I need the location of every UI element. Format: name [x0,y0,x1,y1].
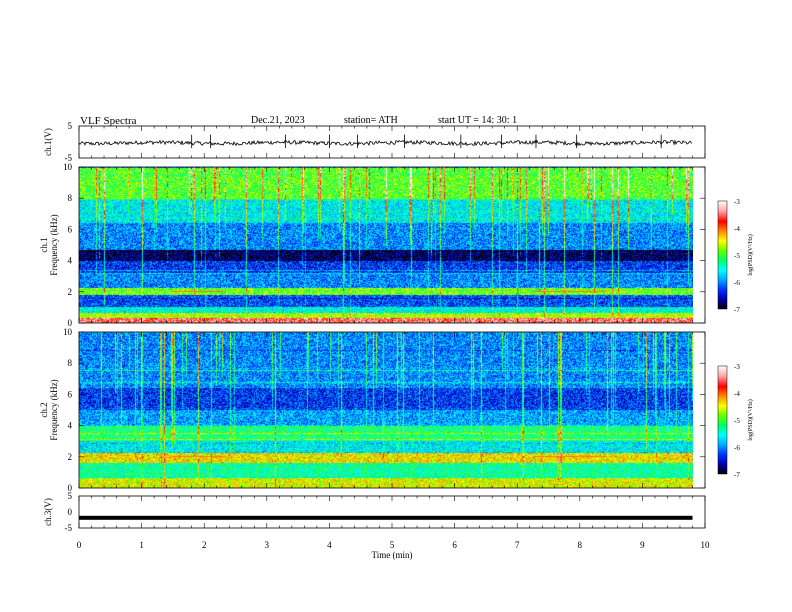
cb1-tick-3: -6 [734,279,740,287]
ch1-spectrogram-ylabel-channel: ch.1 [39,237,49,252]
cb2-tick-3: -6 [734,444,740,452]
xtick-label-1: 1 [139,540,144,550]
ch2-spectrogram-ytick-label: 4 [68,421,73,431]
ch1-spectrogram-image-holder [79,167,693,323]
colorbar-ch1: -3 -4 -5 -6 -7 log(PSD)(V²/Hz) [717,198,754,314]
xtick-label-2: 2 [202,540,207,550]
cb1-tick-4: -7 [734,306,740,314]
header-station: station= ATH [344,115,398,126]
ch1-ytick-top: 5 [68,121,73,131]
time-axis-labels: 0 1 2 3 4 5 6 7 8 9 10 [77,540,710,550]
ch1-spectrogram-ytick-label: 8 [68,193,73,203]
cb1-tick-1: -4 [734,225,740,233]
ch1-spectrogram-ytick-label: 0 [68,318,73,328]
colorbar-ch1-gradient [718,201,727,309]
colorbar-ch1-label: log(PSD)(V²/Hz) [747,234,754,275]
colorbar-ch2-gradient [718,366,727,474]
ch1-ytick-bottom: -5 [65,153,73,163]
ch2-spectrogram-ytick-label: 6 [68,389,73,399]
header-date: Dec.21, 2023 [251,115,305,126]
ch1-spectrogram-ylabel-frequency: Frequency (kHz) [49,214,59,275]
xtick-label-0: 0 [77,540,82,550]
ch3-ytick-bottom: -5 [65,523,73,533]
cb2-tick-4: -7 [734,471,740,479]
ch1-spectrogram-ytick-label: 10 [63,162,73,172]
ch2-spectrogram-ylabel-frequency: Frequency (kHz) [49,379,59,440]
time-axis-ticks [78,126,706,528]
time-axis-xlabel: Time (min) [372,550,413,560]
ch1-spectrogram-ytick-label: 6 [68,224,73,234]
ch3-voltage-panel: 5 0 -5 ch.3(V) [43,491,706,533]
xtick-label-7: 7 [515,540,520,550]
xtick-label-3: 3 [265,540,270,550]
ch2-spectrogram-ylabel-channel: ch.2 [39,402,49,417]
ch3-voltage-ylabel: ch.3(V) [43,498,53,526]
cb2-tick-0: -3 [734,363,740,371]
ch2-spectrogram-yticks: 10 8 6 4 2 0 [63,327,705,493]
ch1-voltage-ylabel: ch.1(V) [43,128,53,156]
xtick-label-9: 9 [640,540,645,550]
colorbar-ch2: -3 -4 -5 -6 -7 log(PSD)(V²/Hz) [717,363,754,479]
ch3-ytick-top: 5 [68,491,73,501]
ch1-spectrogram-ytick-label: 2 [68,287,73,297]
xtick-label-6: 6 [452,540,457,550]
xtick-label-8: 8 [578,540,583,550]
ch2-spectrogram-ytick-label: 10 [63,327,73,337]
ch2-spectrogram-ytick-label: 0 [68,483,73,493]
ch1-spectrogram-panel: 10 8 6 4 2 0 ch.1 Frequency (kHz) [39,162,706,328]
ch1-spectrogram-ytick-label: 4 [68,256,73,266]
colorbar-ch2-frame [717,365,728,475]
cb1-tick-0: -3 [734,198,740,206]
xtick-label-10: 10 [701,540,711,550]
ch1-spectrogram-image [79,167,693,323]
ch1-voltage-panel: 5 -5 ch.1(V) [43,121,706,163]
cb1-tick-2: -5 [734,252,740,260]
ch3-ytick-mid: 0 [68,507,73,517]
ch2-spectrogram-image-holder [79,332,693,488]
ch3-voltage-trace [79,515,693,520]
cb2-tick-2: -5 [734,417,740,425]
ch2-spectrogram-panel: 10 8 6 4 2 0 ch.2 Frequency (kHz) [39,327,706,493]
cb2-tick-1: -4 [734,390,740,398]
ch2-spectrogram-ytick-label: 2 [68,452,73,462]
ch1-voltage-trace [78,139,693,147]
ch2-spectrogram-ytick-label: 8 [68,358,73,368]
figure-title: VLF Spectra [80,115,137,127]
header-start-ut: start UT = 14: 30: 1 [438,115,517,126]
xtick-label-5: 5 [390,540,395,550]
colorbar-ch1-frame [717,200,728,310]
ch1-spikes [191,134,662,149]
colorbar-ch2-label: log(PSD)(V²/Hz) [747,399,754,440]
xtick-label-4: 4 [327,540,332,550]
ch2-spectrogram-image [79,332,693,488]
ch1-spectrogram-yticks: 10 8 6 4 2 0 [63,162,705,328]
